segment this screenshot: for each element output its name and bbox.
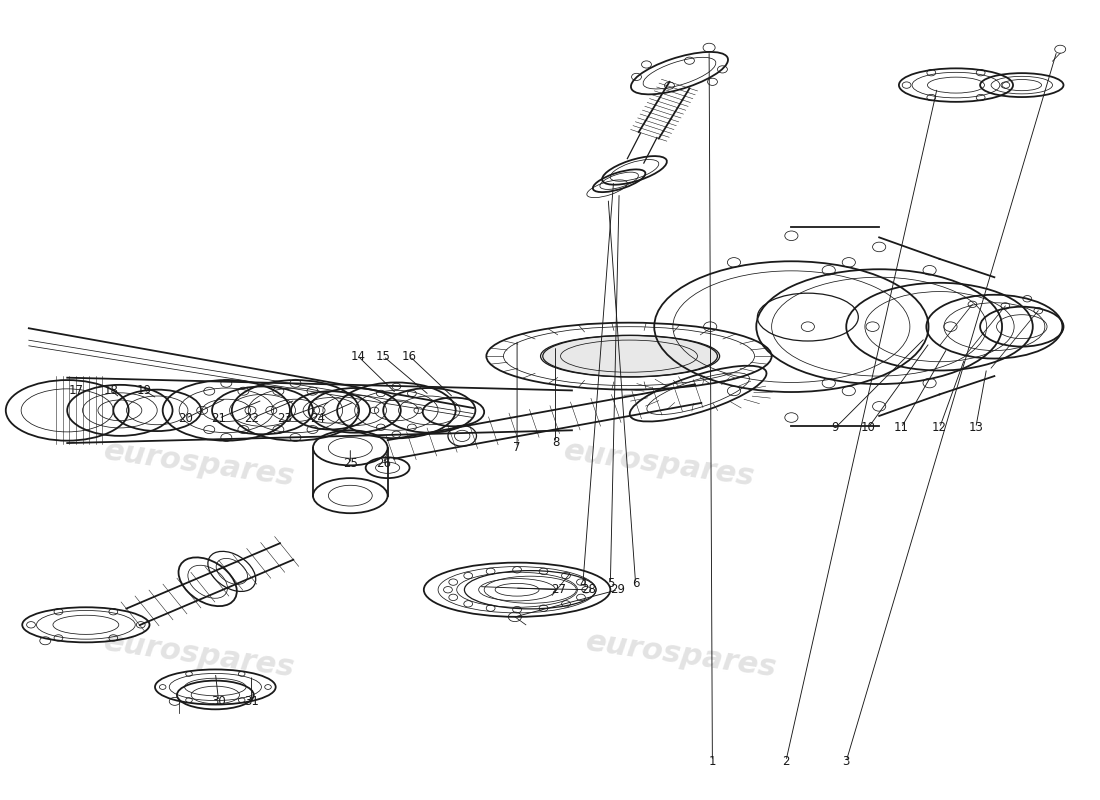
Text: 20: 20 [178, 412, 194, 425]
Text: 29: 29 [610, 583, 626, 596]
Text: 6: 6 [631, 577, 639, 590]
Text: 18: 18 [103, 384, 119, 397]
Text: 5: 5 [607, 577, 614, 590]
Text: 12: 12 [932, 422, 947, 434]
Text: 2: 2 [782, 754, 790, 768]
Text: 30: 30 [211, 695, 226, 708]
Text: eurospares: eurospares [562, 436, 757, 491]
Text: eurospares: eurospares [101, 436, 296, 491]
Text: 15: 15 [376, 350, 390, 362]
Text: 31: 31 [244, 695, 258, 708]
Text: 3: 3 [843, 754, 850, 768]
Text: 21: 21 [211, 412, 227, 425]
Text: 10: 10 [861, 422, 876, 434]
Text: 27: 27 [551, 583, 566, 596]
Text: 25: 25 [343, 458, 358, 470]
Text: 24: 24 [310, 412, 324, 425]
Text: 9: 9 [832, 422, 839, 434]
Text: 16: 16 [403, 350, 417, 362]
Text: 7: 7 [514, 442, 520, 454]
Text: 17: 17 [68, 384, 84, 397]
Text: 11: 11 [893, 422, 909, 434]
Text: eurospares: eurospares [101, 627, 296, 683]
Text: 28: 28 [581, 583, 596, 596]
Text: 8: 8 [552, 436, 559, 449]
Text: 13: 13 [968, 422, 983, 434]
Text: 26: 26 [376, 458, 390, 470]
Text: 19: 19 [136, 384, 152, 397]
Text: 14: 14 [351, 350, 365, 362]
Text: 1: 1 [708, 754, 716, 768]
Ellipse shape [542, 335, 719, 377]
Text: 23: 23 [277, 412, 292, 425]
Text: 22: 22 [244, 412, 260, 425]
Text: 4: 4 [580, 577, 586, 590]
Text: eurospares: eurospares [584, 627, 779, 683]
